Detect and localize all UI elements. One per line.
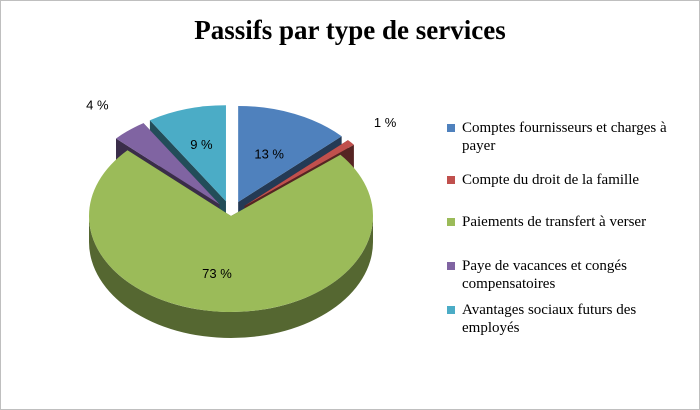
data-label-droit-famille: 1 % [374, 115, 397, 130]
slice-side-paiements-transfert [89, 216, 373, 338]
legend-swatch [447, 124, 455, 132]
slice-paiements-transfert [88, 150, 374, 312]
slice-droit-famille [244, 140, 354, 206]
data-label-paiements-transfert: 73 % [202, 266, 232, 281]
legend-swatch [447, 306, 455, 314]
legend-item-droit-famille: Compte du droit de la famille [447, 171, 693, 189]
data-label-paye-vacances: 4 % [86, 97, 109, 112]
legend-swatch [447, 218, 455, 226]
legend-label: Avantages sociaux futurs des employés [462, 302, 637, 336]
slice-paye-vacances [116, 123, 220, 205]
data-label-comptes-fournisseurs: 13 % [254, 147, 284, 162]
legend-label: Comptes fournisseurs et charges à payer [462, 120, 667, 154]
slice-comptes-fournisseurs [238, 105, 342, 202]
legend-item-comptes-fournisseurs: Comptes fournisseurs et charges à payer [447, 119, 693, 155]
legend-item-paye-vacances: Paye de vacances et congés compensatoire… [447, 257, 693, 293]
legend-label: Compte du droit de la famille [462, 172, 640, 188]
legend-item-paiements-transfert: Paiements de transfert à verser [447, 213, 693, 231]
slice-avantages-sociaux [149, 105, 226, 202]
data-label-avantages-sociaux: 9 % [190, 137, 213, 152]
legend-label: Paiements de transfert à verser [462, 214, 647, 230]
legend-swatch [447, 262, 455, 270]
legend-label: Paye de vacances et congés compensatoire… [462, 258, 627, 292]
legend-swatch [447, 176, 455, 184]
chart-title: Passifs par type de services [194, 15, 506, 45]
pie-tops [88, 105, 374, 312]
slice-labels: 13 % 1 % 73 % 4 % 9 % [86, 97, 397, 281]
legend-item-avantages-sociaux: Avantages sociaux futurs des employés [447, 301, 693, 337]
